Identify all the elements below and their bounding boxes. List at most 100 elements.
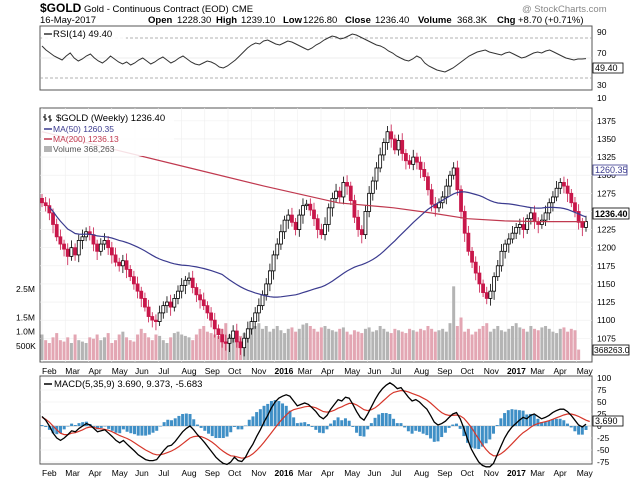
macd-histogram-bar bbox=[155, 426, 159, 431]
macd-histogram-bar bbox=[218, 426, 222, 438]
macd-tick-label: -50 bbox=[597, 445, 610, 455]
chart-symbol: $GOLD bbox=[40, 1, 82, 15]
macd-histogram-bar bbox=[573, 426, 577, 432]
macd-histogram-bar bbox=[99, 426, 103, 428]
volume-bar bbox=[180, 334, 184, 360]
close-value: 1236.40 bbox=[375, 15, 409, 26]
macd-histogram-bar bbox=[81, 422, 85, 426]
candle-body bbox=[576, 211, 581, 223]
macd-last-value: 3.690 bbox=[595, 416, 618, 426]
rsi-tick-label: 90 bbox=[597, 27, 607, 37]
volume-bar bbox=[290, 327, 294, 360]
volume-bar bbox=[176, 331, 180, 360]
candle-body bbox=[308, 203, 313, 211]
macd-histogram-bar bbox=[125, 426, 129, 432]
candle-body bbox=[466, 232, 471, 252]
x-tick-label-top: Mar bbox=[65, 366, 80, 376]
macd-histogram-bar bbox=[392, 418, 396, 426]
x-tick-label-top: Jul bbox=[158, 366, 169, 376]
volume-bar bbox=[117, 334, 121, 360]
volume-bar bbox=[437, 330, 441, 360]
x-tick-label-bottom: Sep bbox=[437, 468, 452, 478]
x-tick-label-bottom: Jul bbox=[158, 468, 169, 478]
x-tick-label-top: Jun bbox=[367, 366, 381, 376]
macd-histogram-bar bbox=[480, 426, 484, 447]
volume-bar bbox=[62, 341, 66, 360]
price-candle bbox=[172, 294, 177, 312]
volume-bar bbox=[66, 337, 70, 360]
volume-bar bbox=[44, 340, 48, 360]
volume-bar bbox=[198, 328, 202, 360]
candle-body bbox=[517, 224, 522, 228]
signal-line bbox=[41, 389, 590, 459]
volume-bar bbox=[371, 331, 375, 360]
macd-histogram-bar bbox=[184, 413, 188, 426]
candle-body bbox=[345, 182, 349, 187]
macd-histogram-bar bbox=[491, 426, 495, 434]
candle-body bbox=[503, 243, 508, 252]
macd-histogram-bar bbox=[466, 426, 470, 443]
high-value: 1239.10 bbox=[241, 15, 275, 26]
candle-body bbox=[448, 174, 452, 187]
price-candle bbox=[168, 294, 173, 316]
low-value: 1226.80 bbox=[303, 15, 337, 26]
macd-histogram-bar bbox=[558, 418, 562, 426]
candle-body bbox=[580, 221, 585, 228]
price-candle bbox=[135, 276, 140, 299]
price-candle bbox=[150, 312, 155, 328]
x-tick-label-bottom: Aug bbox=[181, 468, 196, 478]
macd-histogram-bar bbox=[503, 413, 507, 426]
x-tick-label-bottom: Nov bbox=[251, 468, 267, 478]
macd-histogram-bar bbox=[207, 426, 211, 434]
candle-body bbox=[139, 290, 144, 299]
price-candle bbox=[190, 270, 195, 294]
macd-histogram-bar bbox=[303, 422, 307, 426]
volume-bar bbox=[316, 331, 320, 360]
candle-body bbox=[131, 276, 136, 285]
candle-body bbox=[363, 211, 368, 236]
candle-body bbox=[514, 226, 519, 234]
candle-body bbox=[326, 207, 331, 225]
candle-body bbox=[539, 219, 544, 225]
candle-body bbox=[102, 240, 107, 245]
candle-body bbox=[400, 140, 405, 154]
macd-histogram-bar bbox=[369, 423, 373, 426]
price-candle bbox=[385, 125, 390, 150]
macd-histogram-bar bbox=[44, 426, 48, 427]
macd-histogram-bar bbox=[528, 414, 532, 426]
candle-body bbox=[168, 301, 173, 308]
price-candle bbox=[95, 239, 100, 260]
candle-body bbox=[58, 236, 63, 245]
volume-axis: 2.5M 1.5M 1.0M 500K bbox=[16, 284, 36, 351]
chart-name: Gold - Continuous Contract (EOD) bbox=[84, 4, 229, 15]
x-tick-label-bottom: Mar bbox=[530, 468, 545, 478]
volume-bar bbox=[183, 335, 187, 360]
candle-body bbox=[179, 284, 184, 292]
price-candle bbox=[231, 325, 236, 343]
price-candle bbox=[503, 239, 508, 259]
x-tick-label-top: Mar bbox=[530, 366, 545, 376]
volume-bar bbox=[441, 328, 445, 360]
x-tick-label-bottom: 2016 bbox=[274, 468, 293, 478]
rsi-last-value-box bbox=[592, 62, 624, 74]
volume-bar bbox=[455, 326, 459, 360]
candle-body bbox=[521, 224, 526, 230]
open-value: 1228.30 bbox=[177, 15, 211, 26]
volume-bar bbox=[577, 349, 581, 360]
price-candle bbox=[154, 314, 158, 331]
candle-body bbox=[374, 167, 379, 182]
candle-body bbox=[120, 260, 125, 267]
price-candle bbox=[187, 272, 191, 285]
candle-body bbox=[381, 142, 386, 156]
volume-bar bbox=[426, 326, 430, 360]
candle-body bbox=[128, 269, 133, 278]
macd-histogram-bar bbox=[107, 426, 111, 429]
candle-body bbox=[488, 290, 493, 299]
macd-histogram-bar bbox=[373, 417, 377, 426]
macd-histogram-bar bbox=[40, 425, 44, 426]
macd-histogram-bar bbox=[269, 401, 273, 426]
volume-bar bbox=[382, 328, 386, 360]
macd-histogram-bar bbox=[73, 425, 77, 426]
candle-body bbox=[238, 341, 243, 349]
rsi-title: RSI(14) 49.40 bbox=[53, 29, 112, 40]
